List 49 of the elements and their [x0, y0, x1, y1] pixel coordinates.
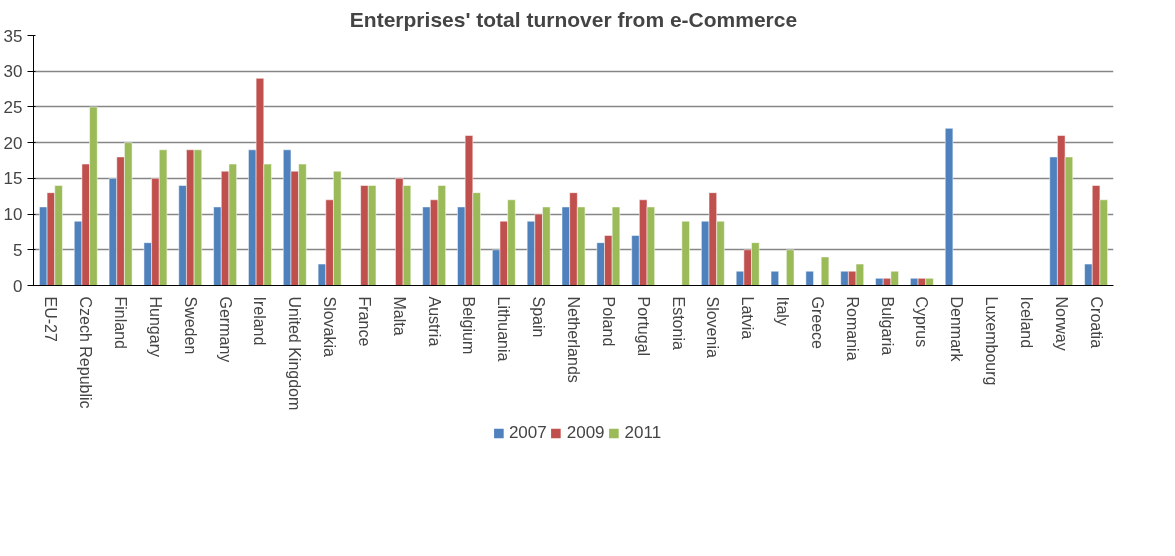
y-tick-label: 30 [3, 62, 23, 82]
x-tick-label: Norway [1052, 296, 1070, 351]
legend-label: 2007 [508, 423, 547, 443]
y-tick-label: 10 [3, 205, 23, 225]
y-tick-label: 15 [3, 169, 23, 189]
bar [805, 270, 814, 286]
x-tick-label: Netherlands [565, 296, 582, 383]
legend-label: 2009 [566, 423, 605, 443]
y-tick-label: 5 [13, 240, 23, 260]
y-tick-label: 35 [3, 26, 23, 46]
x-tick-label: Finland [112, 296, 130, 349]
x-tick-label: Italy [774, 296, 792, 326]
x-tick-label: Germany [216, 296, 234, 363]
x-tick-label: Estonia [669, 296, 687, 350]
y-tick-label: 20 [3, 133, 23, 153]
y-tick-label: 25 [3, 97, 23, 117]
chart-title: Enterprises' total turnover from e-Commerce [349, 7, 798, 31]
x-tick-label: Ireland [251, 296, 269, 346]
bar [944, 128, 954, 286]
x-tick-label: Romania [843, 296, 861, 361]
bar [786, 249, 795, 286]
x-tick-label: Czech Republic [77, 296, 95, 409]
x-tick-label: Malta [390, 296, 408, 336]
x-tick-label: United Kingdom [286, 296, 304, 411]
x-tick-label: Hungary [146, 296, 164, 357]
x-tick-label: Latvia [739, 296, 757, 340]
x-tick-label: Iceland [1017, 296, 1035, 349]
x-tick-label: Slovakia [321, 296, 339, 358]
x-tick-label: Portugal [634, 296, 652, 357]
x-tick-label: France [355, 296, 373, 347]
x-tick-label: EU-27 [42, 296, 60, 342]
x-tick-label: Luxembourg [983, 296, 1001, 386]
legend-label: 2011 [624, 423, 662, 443]
x-tick-label: Greece [808, 296, 826, 350]
x-tick-label: Sweden [181, 296, 199, 355]
x-tick-label: Denmark [948, 296, 966, 363]
x-tick-label: Belgium [460, 296, 478, 355]
x-tick-label: Austria [425, 296, 443, 347]
x-tick-label: Poland [599, 296, 617, 347]
bar [681, 220, 690, 286]
y-tick-label: 0 [13, 276, 23, 296]
x-tick-label: Croatia [1087, 296, 1105, 349]
x-tick-label: Cyprus [913, 296, 931, 348]
x-tick-label: Slovenia [704, 296, 722, 358]
x-tick-label: Lithuania [495, 296, 513, 362]
x-tick-label: Bulgaria [878, 296, 896, 356]
bar [770, 270, 779, 286]
bar [820, 256, 830, 286]
x-tick-label: Spain [530, 296, 548, 338]
